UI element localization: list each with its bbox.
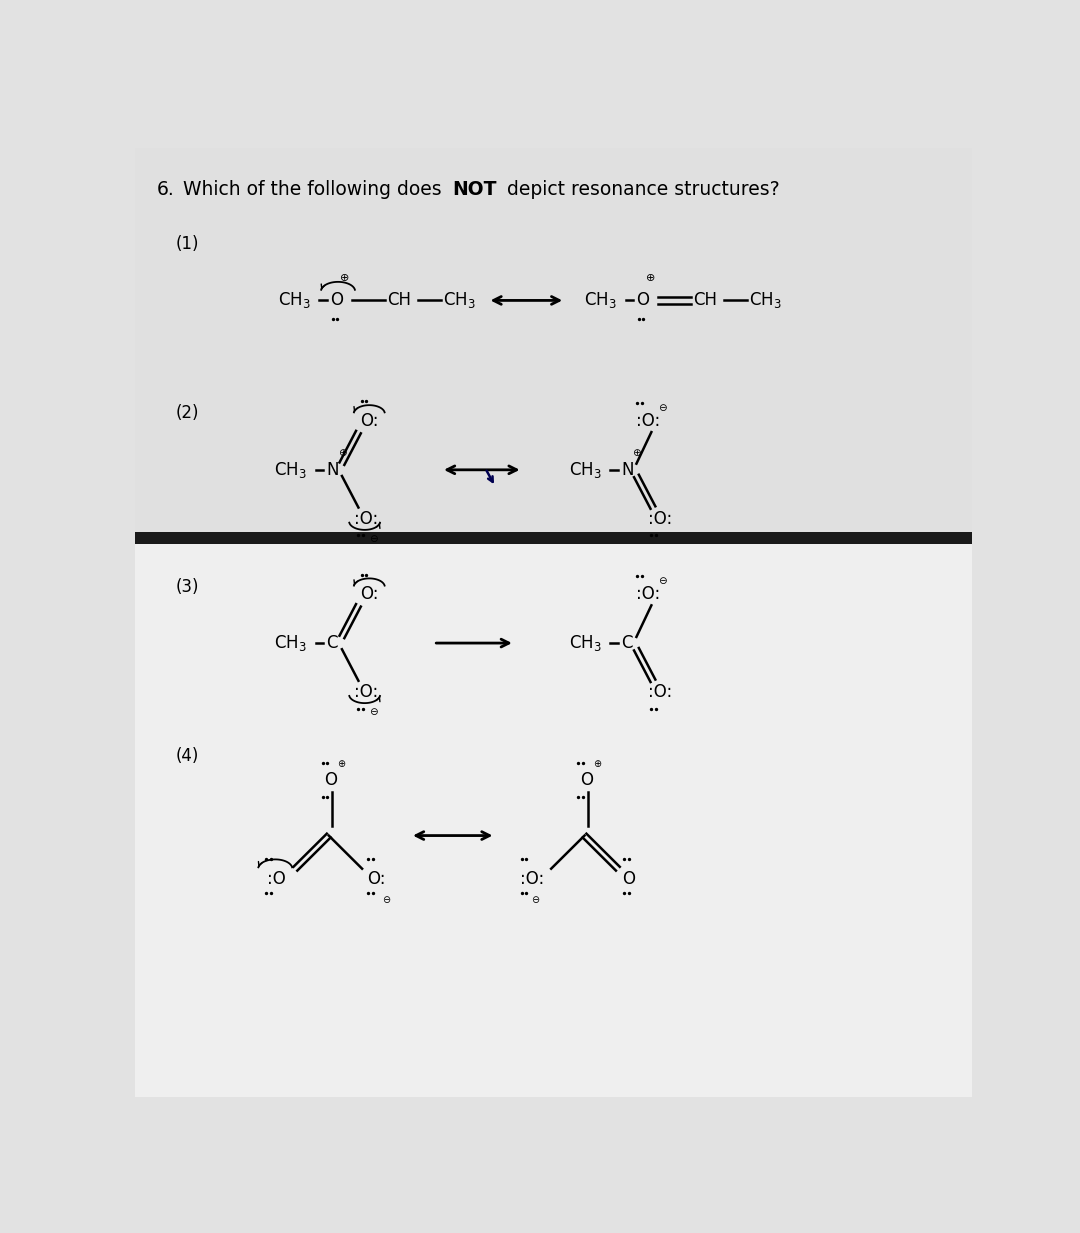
Text: (3): (3) <box>175 577 199 596</box>
Text: $\ominus$: $\ominus$ <box>369 533 379 544</box>
Text: $\ominus$: $\ominus$ <box>658 402 667 413</box>
Text: $\oplus$: $\oplus$ <box>645 271 656 282</box>
Text: $\ominus$: $\ominus$ <box>382 894 392 905</box>
Text: O: O <box>330 291 343 309</box>
Text: $\oplus$: $\oplus$ <box>593 758 603 768</box>
Bar <box>135 533 972 544</box>
Text: $\oplus$: $\oplus$ <box>339 271 350 282</box>
Text: CH$_3$: CH$_3$ <box>279 291 311 311</box>
Text: NOT: NOT <box>453 180 497 199</box>
Text: O: O <box>324 771 337 789</box>
Text: $\oplus$: $\oplus$ <box>632 448 643 459</box>
Text: O:: O: <box>360 412 378 429</box>
Bar <box>135 533 972 1097</box>
Text: :O:: :O: <box>636 584 660 603</box>
Text: CH: CH <box>693 291 717 309</box>
Text: $\oplus$: $\oplus$ <box>338 448 348 459</box>
Text: CH$_3$: CH$_3$ <box>274 633 308 653</box>
Text: CH: CH <box>387 291 410 309</box>
Text: (2): (2) <box>175 404 199 423</box>
Text: $\ominus$: $\ominus$ <box>531 894 540 905</box>
Text: depict resonance structures?: depict resonance structures? <box>501 180 780 199</box>
Text: CH$_3$: CH$_3$ <box>584 291 618 311</box>
Text: $\ominus$: $\ominus$ <box>658 576 667 586</box>
Text: N: N <box>621 461 634 478</box>
Text: :O:: :O: <box>354 510 378 528</box>
Text: CH$_3$: CH$_3$ <box>748 291 782 311</box>
Text: Which of the following does: Which of the following does <box>183 180 448 199</box>
Text: CH$_3$: CH$_3$ <box>274 460 308 480</box>
Text: O:: O: <box>367 870 386 889</box>
Text: (1): (1) <box>175 236 199 253</box>
Text: CH$_3$: CH$_3$ <box>569 633 602 653</box>
Text: O: O <box>636 291 649 309</box>
Text: 6.: 6. <box>157 180 175 199</box>
Text: C: C <box>326 634 338 652</box>
Text: O: O <box>580 771 593 789</box>
Text: O:: O: <box>360 584 378 603</box>
Text: $\ominus$: $\ominus$ <box>369 707 379 718</box>
Text: :O:: :O: <box>648 510 673 528</box>
Text: :O: :O <box>268 870 286 889</box>
Text: :O:: :O: <box>648 683 673 702</box>
Text: C: C <box>621 634 633 652</box>
Bar <box>135 148 972 533</box>
Text: (4): (4) <box>175 747 199 764</box>
Text: CH$_3$: CH$_3$ <box>443 291 475 311</box>
Text: $\oplus$: $\oplus$ <box>337 758 347 768</box>
Text: :O:: :O: <box>636 412 660 429</box>
Text: CH$_3$: CH$_3$ <box>569 460 602 480</box>
Text: N: N <box>326 461 339 478</box>
Text: :O:: :O: <box>354 683 378 702</box>
Text: :O:: :O: <box>521 870 544 889</box>
Text: O: O <box>622 870 635 889</box>
